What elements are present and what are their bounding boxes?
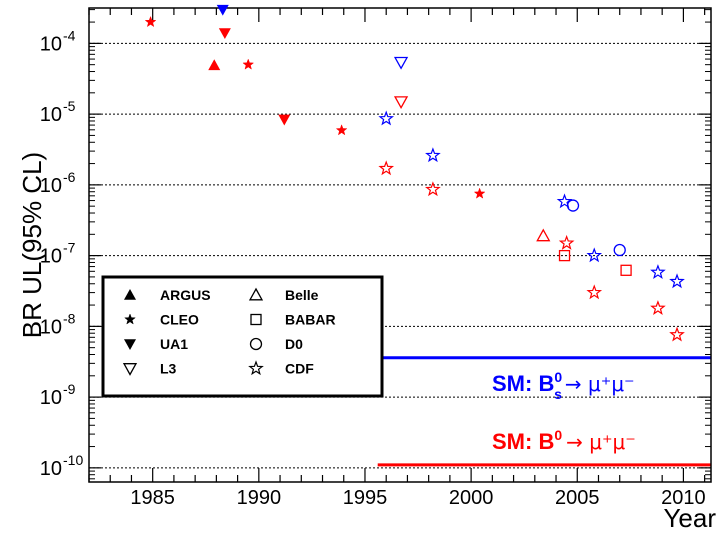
legend-marker-cleo: [124, 313, 136, 325]
y-tick-exponent: -6: [63, 169, 76, 185]
legend-marker-cdf: [248, 360, 264, 376]
data-point-bd-cdf: [378, 160, 395, 176]
legend-entry-cdf: CDF: [248, 360, 314, 377]
data-point-bd-cdf: [586, 284, 603, 300]
data-point-bs-d0: [613, 243, 626, 257]
data-point-bd-babar: [620, 264, 632, 276]
legend-entry-babar: BABAR: [250, 312, 336, 328]
data-point-bd-ua1: [218, 28, 231, 40]
data-point-bs-l3: [393, 56, 409, 70]
axis-ticks: [88, 8, 711, 482]
sm-prediction-lines: [377, 356, 711, 467]
legend-marker-l3: [122, 363, 138, 376]
y-tick-label: 10 -5: [40, 98, 76, 126]
y-tick-base: 10: [40, 104, 62, 126]
legend-entry-d0: D0: [249, 336, 303, 352]
legend-label-ua1: UA1: [160, 336, 188, 352]
data-point-bd-cleo: [335, 124, 348, 136]
y-tick-label: 10 -8: [40, 310, 76, 338]
y-tick-label: 10 -7: [40, 240, 76, 268]
data-point-bd-ua1: [278, 114, 291, 126]
y-tick-exponent: -7: [63, 240, 76, 256]
data-point-bd-cleo: [473, 187, 486, 199]
x-tick-labels: 1985 1990 1995 2000 2005 2010: [130, 487, 705, 509]
data-point-bs-cdf: [556, 193, 573, 209]
x-tick-label: 2000: [449, 487, 494, 509]
legend-label-babar: BABAR: [285, 312, 336, 328]
legend-marker-babar: [250, 313, 262, 326]
y-tick-base: 10: [40, 387, 62, 409]
x-tick-label: 1995: [343, 487, 388, 509]
y-tick-base: 10: [40, 246, 62, 268]
y-tick-base: 10: [40, 316, 62, 338]
legend-marker-ua1: [124, 339, 136, 350]
data-point-bs-cdf: [378, 110, 395, 126]
y-tick-exponent: -4: [63, 27, 76, 43]
legend-label-d0: D0: [285, 336, 303, 352]
data-point-bd-babar: [558, 249, 571, 262]
y-tick-label: 10 -4: [40, 27, 76, 55]
legend-entry-cleo: CLEO: [124, 312, 199, 328]
data-point-bs-cdf: [669, 273, 685, 289]
y-axis-label: BR UL(95% CL): [17, 152, 47, 338]
legend-entry-l3: L3: [122, 361, 177, 377]
data-point-bd-belle: [536, 228, 551, 242]
data-point-bs-cdf: [425, 147, 441, 163]
legend-marker-d0: [249, 337, 263, 351]
y-tick-label: 10 -10: [40, 452, 84, 480]
legend-label-belle: Belle: [285, 287, 319, 303]
data-point-bd-cdf: [669, 326, 685, 342]
y-tick-exponent: -5: [63, 98, 76, 114]
plot-frame: [88, 7, 712, 483]
data-point-bs-d0: [566, 199, 580, 212]
data-point-bd-cleo: [242, 58, 255, 70]
legend-label-cleo: CLEO: [160, 312, 199, 328]
data-point-bs-ua1: [216, 4, 229, 16]
legend-label-l3: L3: [160, 361, 177, 377]
data-point-bd-argus: [208, 59, 221, 71]
legend: ARGUS CLEO UA1 L3 Belle BABAR D0 CDF: [101, 275, 384, 398]
sm-labels: SM: B0 s → μ⁺μ⁻ SM: B0 → μ⁺μ⁻: [492, 369, 636, 454]
x-axis-label: Year: [663, 503, 716, 533]
y-tick-exponent: -8: [63, 310, 76, 326]
x-tick-label: 2010: [661, 487, 706, 509]
legend-entry-belle: Belle: [248, 287, 319, 303]
y-tick-base: 10: [40, 175, 62, 197]
y-tick-base: 10: [40, 33, 62, 55]
legend-label-cdf: CDF: [285, 361, 314, 377]
x-tick-label: 1990: [237, 487, 282, 509]
data-point-bd-cleo: [144, 15, 157, 28]
y-tick-base: 10: [40, 458, 62, 480]
y-tick-exponent: -10: [63, 452, 83, 468]
sm-label-bd: SM: B0 → μ⁺μ⁻: [492, 427, 636, 454]
legend-entry-ua1: UA1: [124, 336, 188, 352]
x-tick-label: 2005: [555, 487, 600, 509]
y-tick-exponent: -9: [63, 381, 76, 397]
data-point-bd-l3: [393, 96, 409, 110]
legend-marker-belle: [248, 287, 264, 301]
legend-box: [101, 275, 384, 398]
legend-label-argus: ARGUS: [160, 287, 211, 303]
data-point-bs-cdf: [650, 264, 666, 280]
sm-label-bs: SM: B0 s → μ⁺μ⁻: [492, 369, 635, 402]
data-point-bd-cdf: [425, 181, 441, 197]
data-point-bs-cdf: [586, 247, 603, 263]
legend-marker-argus: [124, 289, 136, 300]
plot-background: [89, 8, 711, 482]
data-points: [144, 4, 685, 342]
data-point-bd-cdf: [650, 300, 666, 315]
legend-entry-argus: ARGUS: [124, 287, 211, 303]
x-tick-label: 1985: [130, 487, 175, 509]
y-tick-label: 10 -9: [40, 381, 76, 409]
y-tick-label: 10 -6: [40, 169, 76, 197]
data-point-bd-cdf: [558, 234, 575, 250]
